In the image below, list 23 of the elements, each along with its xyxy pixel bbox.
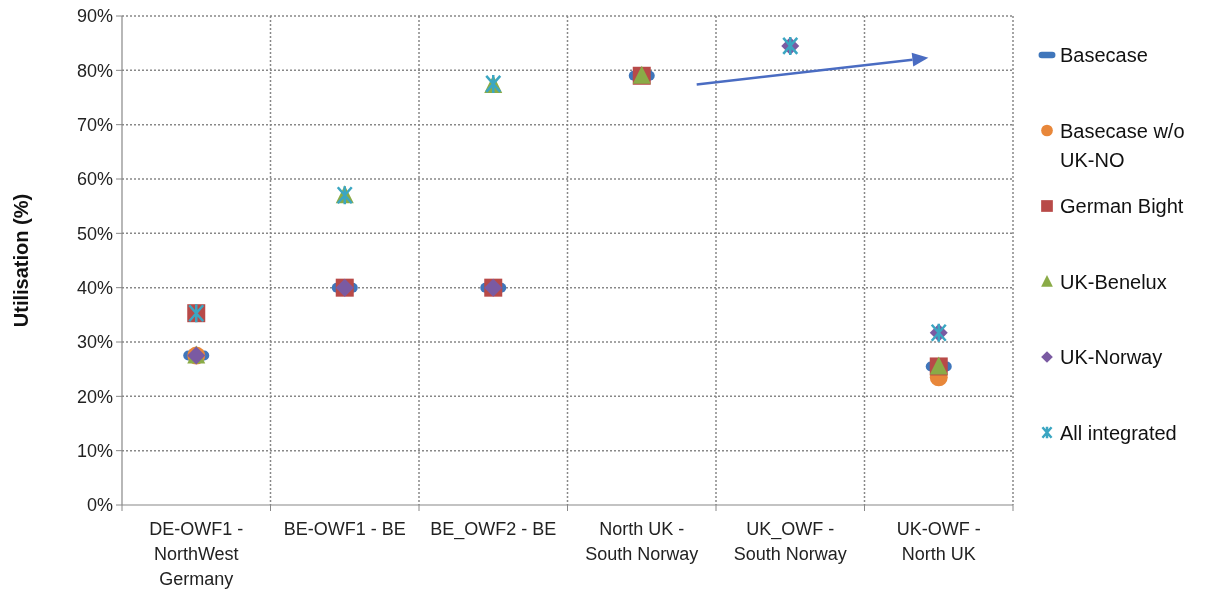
y-tick-label: 60% bbox=[76, 169, 113, 190]
x-tick-label: BE-OWF1 - BE bbox=[283, 519, 406, 539]
x-tick-label: UK-OWF - North UK bbox=[896, 519, 981, 564]
y-tick-label: 70% bbox=[76, 114, 113, 135]
legend-label: UK-Norway bbox=[1060, 346, 1163, 368]
y-tick-label: 0% bbox=[86, 495, 113, 516]
legend-label: German Bight bbox=[1060, 195, 1184, 217]
legend-label: Basecase bbox=[1060, 44, 1148, 66]
y-tick-label: 30% bbox=[76, 332, 113, 353]
x-tick-label: North UK - South Norway bbox=[585, 519, 699, 564]
y-tick-label: 50% bbox=[76, 223, 113, 244]
x-tick-label: UK_OWF - South Norway bbox=[733, 519, 847, 564]
legend-label: All integrated bbox=[1060, 421, 1177, 444]
y-tick-label: 10% bbox=[76, 440, 113, 461]
y-axis-title: Utilisation (%) bbox=[10, 193, 32, 328]
y-tick-label: 20% bbox=[76, 386, 113, 407]
y-tick-label: 90% bbox=[76, 6, 113, 27]
x-tick-label: DE-OWF1 - NorthWest Germany bbox=[149, 519, 244, 589]
legend-label: UK-Benelux bbox=[1060, 270, 1167, 293]
legend-label: Basecase w/o UK-NO bbox=[1060, 119, 1185, 171]
y-tick-label: 40% bbox=[76, 277, 113, 298]
y-tick-label: 80% bbox=[76, 60, 113, 81]
x-tick-label: BE_OWF2 - BE bbox=[430, 519, 557, 540]
